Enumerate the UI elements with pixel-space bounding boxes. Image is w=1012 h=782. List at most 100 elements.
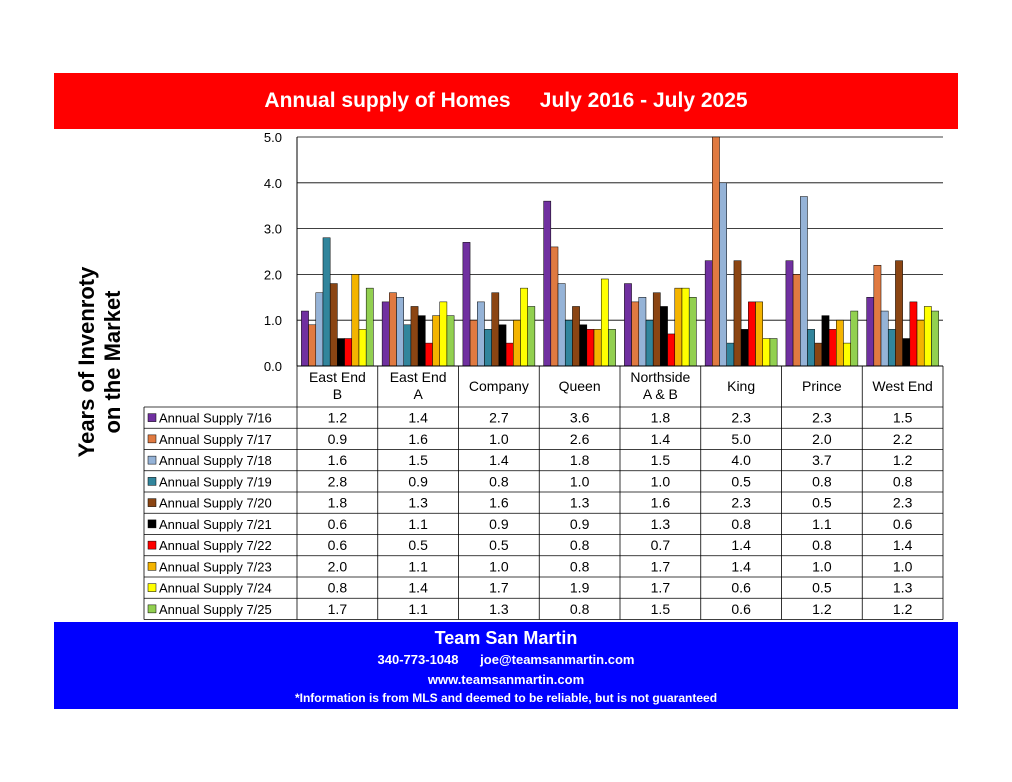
data-label: 1.3 <box>408 495 428 511</box>
legend-key <box>147 583 157 592</box>
data-label: 0.8 <box>812 537 832 553</box>
y-tick-label: 1.0 <box>264 313 282 328</box>
data-label: 1.2 <box>893 452 913 468</box>
legend-label: Annual Supply 7/25 <box>159 602 272 617</box>
data-label: 0.6 <box>893 516 913 532</box>
bar <box>748 301 756 367</box>
bar <box>337 338 345 367</box>
x-category-label: A & B <box>643 386 678 402</box>
bar <box>631 301 640 367</box>
legend-label: Annual Supply 7/24 <box>159 581 272 596</box>
data-label: 1.7 <box>489 580 509 596</box>
bar <box>396 297 404 367</box>
bar <box>850 310 859 367</box>
x-category-label: Prince <box>802 378 842 394</box>
bar <box>308 324 317 367</box>
bar <box>866 297 875 367</box>
data-label: 0.5 <box>812 495 832 511</box>
bar <box>344 338 353 367</box>
bar <box>762 338 771 367</box>
bar <box>624 283 632 367</box>
footer-website: www.teamsanmartin.com <box>427 672 585 687</box>
data-label: 3.6 <box>570 410 590 426</box>
bar <box>828 329 837 367</box>
bar <box>660 306 668 367</box>
bar <box>586 329 595 367</box>
x-category-label: A <box>413 386 423 402</box>
bar <box>821 315 830 367</box>
data-label: 1.5 <box>408 452 428 468</box>
bar <box>365 287 374 367</box>
legend-label: Annual Supply 7/17 <box>159 432 272 447</box>
bar <box>315 292 324 367</box>
data-label: 0.6 <box>731 580 751 596</box>
data-label: 1.2 <box>812 601 832 617</box>
chart-title: Annual supply of Homes July 2016 - July … <box>264 89 748 112</box>
data-label: 0.5 <box>489 537 509 553</box>
x-category-label: B <box>333 386 342 402</box>
data-label: 1.9 <box>570 580 590 596</box>
data-label: 1.8 <box>570 452 590 468</box>
bar <box>389 292 397 367</box>
data-label: 0.8 <box>328 580 348 596</box>
legend-label: Annual Supply 7/16 <box>159 411 272 426</box>
legend-key <box>147 434 157 444</box>
bar <box>520 287 528 367</box>
data-label: 1.1 <box>408 516 428 532</box>
bar <box>923 306 932 367</box>
bar <box>301 310 309 367</box>
legend-label: Annual Supply 7/21 <box>159 517 272 532</box>
bar <box>740 329 749 367</box>
data-label: 0.9 <box>489 516 509 532</box>
data-label: 1.5 <box>893 410 913 426</box>
data-label: 1.1 <box>812 516 832 532</box>
bar <box>425 342 433 367</box>
data-label: 1.4 <box>731 537 751 553</box>
legend-key <box>147 562 157 571</box>
bar <box>909 301 918 367</box>
data-label: 1.4 <box>408 410 428 426</box>
data-label: 1.1 <box>408 558 428 574</box>
data-label: 5.0 <box>731 431 751 447</box>
bar <box>527 306 536 367</box>
data-label: 0.5 <box>731 473 751 489</box>
data-label: 0.8 <box>570 558 590 574</box>
data-label: 0.9 <box>408 473 428 489</box>
footer-disclaimer: *Information is from MLS and deemed to b… <box>294 691 718 705</box>
data-label: 1.6 <box>408 431 428 447</box>
bar <box>719 182 727 367</box>
x-category-label: Queen <box>559 378 601 394</box>
bar <box>873 264 882 367</box>
bar <box>792 274 801 367</box>
bar <box>550 246 559 367</box>
data-label: 2.3 <box>731 495 751 511</box>
data-label: 1.4 <box>731 558 751 574</box>
bar <box>477 301 485 367</box>
bar <box>800 196 808 367</box>
legend-key <box>147 455 157 465</box>
x-category-label: King <box>727 378 755 394</box>
bar <box>593 329 602 367</box>
data-label: 1.3 <box>651 516 671 532</box>
data-label: 0.8 <box>489 473 509 489</box>
y-tick-label: 4.0 <box>264 176 282 191</box>
bar <box>688 297 697 367</box>
data-label: 1.0 <box>489 431 509 447</box>
data-label: 0.9 <box>328 431 348 447</box>
bar <box>674 287 683 367</box>
data-label: 2.3 <box>893 495 913 511</box>
data-label: 1.6 <box>651 495 671 511</box>
data-label: 0.8 <box>570 601 590 617</box>
data-label: 0.8 <box>812 473 832 489</box>
bar <box>543 200 552 367</box>
bar <box>579 324 588 367</box>
data-label: 0.9 <box>570 516 590 532</box>
data-label: 1.7 <box>651 580 671 596</box>
bar <box>403 324 412 367</box>
bar <box>608 329 616 367</box>
bar <box>902 338 911 367</box>
data-label: 1.4 <box>651 431 671 447</box>
x-category-label: Northside <box>630 369 690 385</box>
x-category-label: West End <box>872 378 932 394</box>
